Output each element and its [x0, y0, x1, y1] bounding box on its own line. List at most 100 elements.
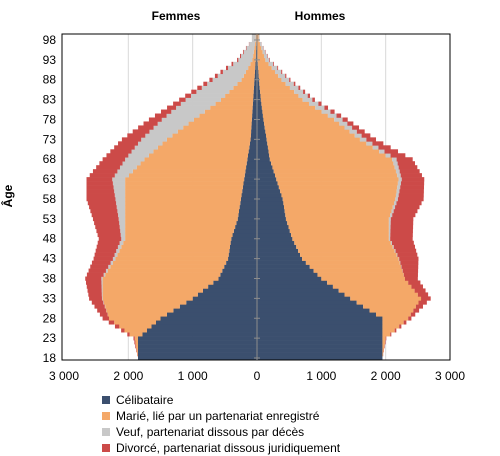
femmes-marie-bar-19	[137, 352, 138, 356]
hommes-divorce-bar-92	[273, 62, 274, 66]
hommes-marie-bar-42	[306, 261, 400, 265]
femmes-veuf-bar-78	[162, 117, 194, 121]
femmes-veuf-bar-82	[181, 102, 216, 106]
femmes-marie-bar-82	[216, 102, 253, 106]
femmes-celibataire-bar-46	[230, 245, 257, 249]
femmes-marie-bar-67	[141, 161, 247, 165]
hommes-veuf-bar-82	[309, 102, 318, 106]
femmes-celibataire-bar-19	[138, 352, 257, 356]
femmes-marie-bar-49	[125, 233, 232, 237]
femmes-marie-bar-44	[117, 253, 228, 257]
hommes-celibataire-bar-67	[257, 161, 271, 165]
femmes-marie-bar-73	[167, 137, 251, 141]
femmes-marie-bar-40	[108, 269, 223, 273]
femmes-marie-bar-48	[125, 237, 231, 241]
legend-item-celibataire[interactable]: Célibataire	[102, 392, 492, 408]
bars	[85, 34, 430, 360]
hommes-marie-bar-83	[261, 98, 303, 102]
femmes-veuf-bar-46	[118, 245, 121, 249]
femmes-celibataire-bar-67	[247, 161, 257, 165]
hommes-marie-bar-48	[292, 237, 389, 241]
legend-item-veuf[interactable]: Veuf, partenariat dissous par décès	[102, 424, 492, 440]
hommes-marie-bar-80	[262, 110, 321, 114]
hommes-divorce-bar-42	[400, 261, 418, 265]
femmes-celibataire-bar-74	[251, 133, 257, 137]
femmes-veuf-bar-51	[120, 225, 125, 229]
femmes-marie-bar-22	[135, 340, 138, 344]
hommes-marie-bar-58	[283, 197, 396, 201]
hommes-veuf-bar-80	[322, 110, 331, 114]
hommes-marie-bar-96	[257, 46, 261, 50]
femmes-celibataire-bar-38	[218, 277, 257, 281]
femmes-divorce-bar-89	[215, 74, 218, 78]
hommes-veuf-bar-60	[397, 189, 400, 193]
hommes-divorce-bar-32	[418, 300, 426, 304]
femmes-celibataire-bar-39	[220, 273, 257, 277]
hommes-divorce-bar-68	[397, 157, 413, 161]
hommes-veuf-bar-49	[389, 233, 390, 237]
hommes-celibataire-bar-23	[257, 336, 382, 340]
femmes-veuf-bar-74	[145, 133, 172, 137]
femmes-divorce-bar-22	[134, 340, 135, 344]
femmes-veuf-bar-49	[121, 233, 125, 237]
hommes-veuf-bar-86	[290, 86, 298, 90]
hommes-veuf-bar-90	[275, 70, 281, 74]
femmes-divorce-bar-42	[92, 261, 111, 265]
femmes-veuf-bar-92	[233, 62, 250, 66]
femmes-marie-bar-66	[137, 165, 246, 169]
hommes-marie-bar-94	[258, 54, 264, 58]
hommes-celibataire-bar-57	[257, 201, 283, 205]
femmes-celibataire-bar-81	[253, 106, 257, 110]
femmes-divorce-bar-83	[179, 98, 185, 102]
femmes-marie-bar-46	[121, 245, 230, 249]
hommes-veuf-bar-79	[328, 114, 337, 118]
hommes-divorce-bar-46	[394, 245, 415, 249]
femmes-veuf-bar-71	[135, 145, 158, 149]
hommes-divorce-bar-26	[399, 324, 401, 328]
hommes-marie-bar-46	[296, 245, 393, 249]
femmes-divorce-bar-20	[136, 348, 137, 352]
hommes-celibataire-bar-31	[257, 304, 363, 308]
hommes-marie-bar-23	[382, 336, 385, 340]
hommes-celibataire-bar-70	[257, 149, 269, 153]
femmes-divorce-bar-73	[122, 137, 141, 141]
hommes-celibataire-bar-21	[257, 344, 382, 348]
femmes-marie-bar-92	[250, 62, 255, 66]
legend-item-marie[interactable]: Marié, lié par un partenariat enregistré	[102, 408, 492, 424]
hommes-celibataire-bar-54	[257, 213, 285, 217]
femmes-divorce-bar-67	[99, 161, 122, 165]
femmes-divorce-bar-91	[226, 66, 228, 70]
hommes-marie-bar-52	[287, 221, 389, 225]
hommes-celibataire-bar-41	[257, 265, 310, 269]
hommes-marie-bar-43	[302, 257, 399, 261]
hommes-marie-bar-29	[376, 312, 411, 316]
femmes-celibataire-bar-71	[249, 145, 257, 149]
hommes-marie-bar-74	[266, 133, 355, 137]
legend-label: Veuf, partenariat dissous par décès	[116, 425, 304, 439]
hommes-celibataire-bar-52	[257, 221, 287, 225]
femmes-divorce-bar-52	[94, 221, 119, 225]
femmes-divorce-bar-90	[220, 70, 222, 74]
legend-item-divorce[interactable]: Divorcé, partenariat dissous juridiqueme…	[102, 440, 492, 456]
femmes-celibataire-bar-80	[252, 110, 257, 114]
femmes-divorce-bar-69	[106, 153, 128, 157]
hommes-marie-bar-69	[269, 153, 385, 157]
femmes-veuf-bar-86	[202, 86, 234, 90]
hommes-veuf-bar-71	[373, 145, 379, 149]
hommes-divorce-bar-40	[403, 269, 418, 273]
hommes-divorce-bar-77	[347, 121, 353, 125]
legend-swatch	[102, 428, 110, 436]
femmes-celibataire-bar-31	[180, 304, 257, 308]
femmes-celibataire-bar-51	[235, 225, 257, 229]
hommes-marie-bar-63	[276, 177, 398, 181]
hommes-divorce-bar-91	[277, 66, 278, 70]
femmes-divorce-bar-79	[155, 114, 167, 118]
femmes-veuf-bar-66	[120, 165, 137, 169]
femmes-veuf-bar-91	[228, 66, 248, 70]
hommes-celibataire-bar-48	[257, 237, 292, 241]
hommes-divorce-bar-84	[308, 94, 310, 98]
femmes-divorce-bar-41	[90, 265, 108, 269]
femmes-veuf-bar-34	[102, 292, 103, 296]
hommes-celibataire-bar-34	[257, 292, 344, 296]
hommes-marie-bar-27	[382, 320, 403, 324]
